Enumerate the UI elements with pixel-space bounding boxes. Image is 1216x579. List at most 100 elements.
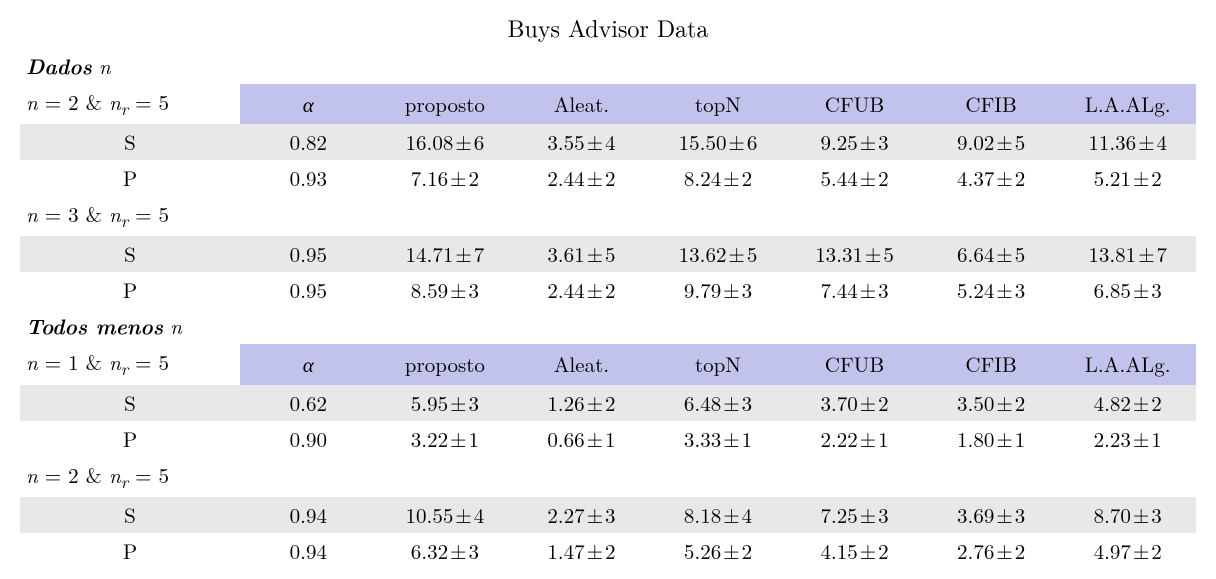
value-cell: 8.24±2 (650, 160, 787, 196)
alpha-cell: 0.94 (240, 533, 377, 569)
col-header: α (240, 84, 377, 124)
value-cell: 5.21±2 (1059, 160, 1196, 196)
col-header: proposto (377, 344, 514, 384)
value-cell: 5.44±2 (786, 160, 923, 196)
alpha-cell: 0.62 (240, 385, 377, 421)
col-header: CFIB (923, 84, 1060, 124)
col-header: topN (650, 344, 787, 384)
param-row: n = 2 & nr = 5 (20, 457, 1196, 497)
value-cell: 4.37±2 (923, 160, 1060, 196)
alpha-cell: 0.95 (240, 272, 377, 308)
data-row: P0.903.22±10.66±13.33±12.22±11.80±12.23±… (20, 421, 1196, 457)
section-heading-row: Todos menos n (20, 308, 1196, 344)
value-cell: 15.50±6 (650, 124, 787, 160)
alpha-cell: 0.90 (240, 421, 377, 457)
value-cell: 6.32±3 (377, 533, 514, 569)
alpha-cell: 0.94 (240, 497, 377, 533)
value-cell: 8.59±3 (377, 272, 514, 308)
value-cell: 5.95±3 (377, 385, 514, 421)
table-title: Buys Advisor Data (20, 10, 1196, 44)
value-cell: 6.48±3 (650, 385, 787, 421)
empty-cell (1059, 196, 1196, 236)
data-row: P0.946.32±31.47±25.26±24.15±22.76±24.97±… (20, 533, 1196, 569)
value-cell: 2.44±2 (513, 160, 650, 196)
value-cell: 2.27±3 (513, 497, 650, 533)
param-row: n = 3 & nr = 5 (20, 196, 1196, 236)
empty-cell (240, 196, 377, 236)
value-cell: 2.23±1 (1059, 421, 1196, 457)
results-table: Dados nn = 2 & nr = 5αpropostoAleat.topN… (20, 48, 1196, 569)
data-row: S0.9514.71±73.61±513.62±513.31±56.64±513… (20, 236, 1196, 272)
value-cell: 3.69±3 (923, 497, 1060, 533)
value-cell: 1.47±2 (513, 533, 650, 569)
value-cell: 10.55±4 (377, 497, 514, 533)
col-header: L.A.ALg. (1059, 344, 1196, 384)
value-cell: 3.50±2 (923, 385, 1060, 421)
empty-cell (513, 457, 650, 497)
value-cell: 3.33±1 (650, 421, 787, 457)
empty-cell (650, 457, 787, 497)
value-cell: 13.62±5 (650, 236, 787, 272)
data-row: P0.958.59±32.44±29.79±37.44±35.24±36.85±… (20, 272, 1196, 308)
value-cell: 2.22±1 (786, 421, 923, 457)
data-row: S0.9410.55±42.27±38.18±47.25±33.69±38.70… (20, 497, 1196, 533)
param-row: n = 2 & nr = 5αpropostoAleat.topNCFUBCFI… (20, 84, 1196, 124)
row-label: P (20, 533, 240, 569)
row-label: P (20, 272, 240, 308)
value-cell: 0.66±1 (513, 421, 650, 457)
value-cell: 6.85±3 (1059, 272, 1196, 308)
value-cell: 4.82±2 (1059, 385, 1196, 421)
row-label: S (20, 124, 240, 160)
value-cell: 2.44±2 (513, 272, 650, 308)
empty-cell (377, 196, 514, 236)
value-cell: 1.26±2 (513, 385, 650, 421)
empty-cell (923, 196, 1060, 236)
empty-cell (923, 457, 1060, 497)
section-heading: Dados n (20, 48, 1196, 84)
empty-cell (377, 457, 514, 497)
col-header: CFIB (923, 344, 1060, 384)
col-header: Aleat. (513, 344, 650, 384)
data-row: S0.8216.08±63.55±415.50±69.25±39.02±511.… (20, 124, 1196, 160)
value-cell: 3.55±4 (513, 124, 650, 160)
value-cell: 6.64±5 (923, 236, 1060, 272)
param-label: n = 3 & nr = 5 (20, 196, 240, 236)
value-cell: 3.61±5 (513, 236, 650, 272)
value-cell: 9.02±5 (923, 124, 1060, 160)
value-cell: 13.81±7 (1059, 236, 1196, 272)
section-heading: Todos menos n (20, 308, 1196, 344)
col-header: α (240, 344, 377, 384)
empty-cell (786, 457, 923, 497)
section-heading-row: Dados n (20, 48, 1196, 84)
value-cell: 1.80±1 (923, 421, 1060, 457)
row-label: S (20, 385, 240, 421)
col-header: proposto (377, 84, 514, 124)
value-cell: 11.36±4 (1059, 124, 1196, 160)
row-label: P (20, 160, 240, 196)
alpha-cell: 0.93 (240, 160, 377, 196)
param-row: n = 1 & nr = 5αpropostoAleat.topNCFUBCFI… (20, 344, 1196, 384)
row-label: S (20, 497, 240, 533)
param-label: n = 2 & nr = 5 (20, 457, 240, 497)
empty-cell (786, 196, 923, 236)
empty-cell (513, 196, 650, 236)
col-header: Aleat. (513, 84, 650, 124)
value-cell: 13.31±5 (786, 236, 923, 272)
value-cell: 16.08±6 (377, 124, 514, 160)
value-cell: 5.24±3 (923, 272, 1060, 308)
data-row: P0.937.16±22.44±28.24±25.44±24.37±25.21±… (20, 160, 1196, 196)
alpha-cell: 0.95 (240, 236, 377, 272)
value-cell: 8.18±4 (650, 497, 787, 533)
value-cell: 9.25±3 (786, 124, 923, 160)
value-cell: 2.76±2 (923, 533, 1060, 569)
data-row: S0.625.95±31.26±26.48±33.70±23.50±24.82±… (20, 385, 1196, 421)
value-cell: 5.26±2 (650, 533, 787, 569)
alpha-cell: 0.82 (240, 124, 377, 160)
col-header: L.A.ALg. (1059, 84, 1196, 124)
col-header: CFUB (786, 344, 923, 384)
row-label: S (20, 236, 240, 272)
value-cell: 4.97±2 (1059, 533, 1196, 569)
value-cell: 9.79±3 (650, 272, 787, 308)
value-cell: 8.70±3 (1059, 497, 1196, 533)
col-header: topN (650, 84, 787, 124)
